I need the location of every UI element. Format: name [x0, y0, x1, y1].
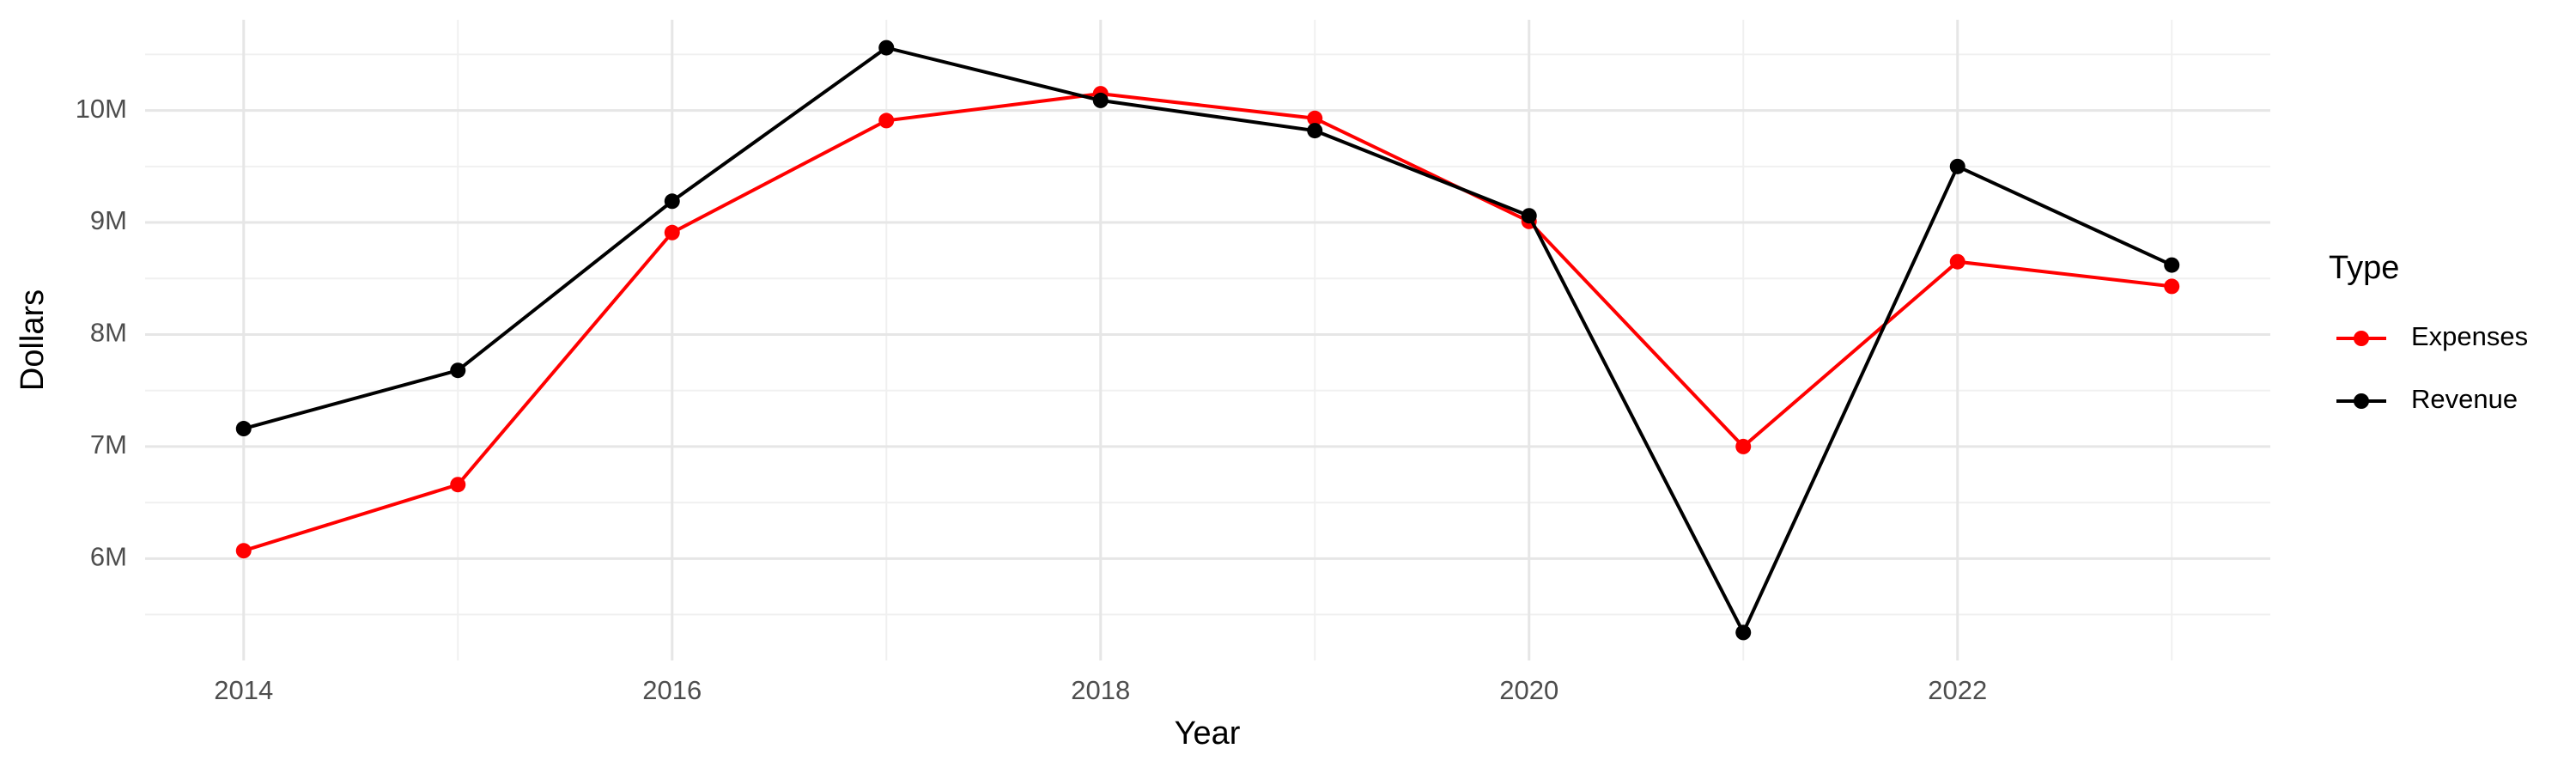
- data-point: [235, 543, 252, 559]
- data-point: [1092, 92, 1109, 108]
- legend-label: Revenue: [2411, 384, 2518, 414]
- y-tick-label: 7M: [90, 429, 127, 460]
- x-tick-label: 2020: [1499, 675, 1558, 705]
- data-point: [1521, 208, 1537, 224]
- data-point: [1949, 158, 1965, 174]
- y-tick-label: 6M: [90, 542, 127, 572]
- series-line: [243, 92, 2172, 553]
- legend-key-point: [2354, 331, 2369, 346]
- x-tick-label: 2018: [1071, 675, 1130, 705]
- legend-title: Type: [2329, 250, 2399, 286]
- data-point: [664, 193, 680, 210]
- data-point: [1307, 123, 1323, 139]
- x-tick-label: 2016: [642, 675, 702, 705]
- x-tick-label: 2014: [214, 675, 273, 705]
- data-point: [450, 362, 466, 379]
- legend-label: Expenses: [2411, 321, 2528, 351]
- data-point: [1307, 110, 1323, 126]
- data-point: [235, 421, 252, 437]
- data-point: [2164, 278, 2180, 295]
- y-tick-label: 10M: [76, 94, 127, 124]
- data-point: [1735, 624, 1752, 641]
- y-tick-label: 9M: [90, 205, 127, 235]
- series-line: [243, 46, 2173, 636]
- x-axis-title: Year: [1175, 715, 1241, 752]
- data-point: [1735, 438, 1752, 454]
- y-axis-title: Dollars: [15, 289, 51, 391]
- data-point: [450, 477, 466, 493]
- legend-key-point: [2354, 393, 2369, 409]
- data-point: [1949, 253, 1965, 270]
- data-point: [878, 113, 895, 129]
- data-point: [878, 40, 895, 56]
- data-point: [2164, 257, 2180, 273]
- y-tick-label: 8M: [90, 318, 127, 348]
- x-tick-label: 2022: [1928, 675, 1987, 705]
- data-point: [664, 224, 680, 240]
